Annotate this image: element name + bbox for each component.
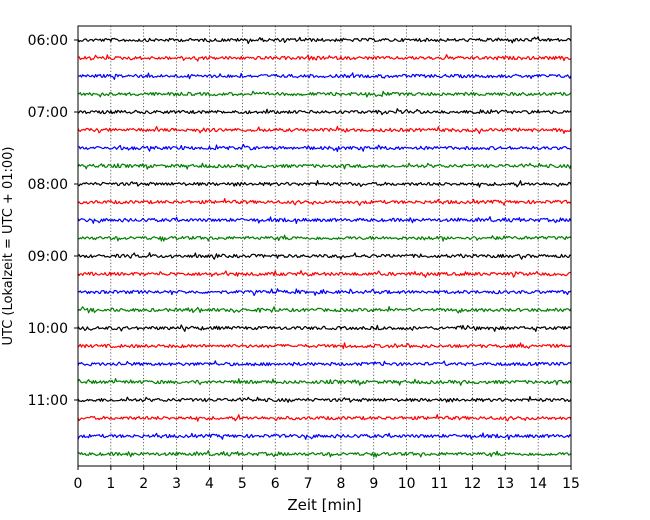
trace-group [77,36,572,458]
x-tick-label: 1 [106,476,115,492]
seismic-trace [78,143,572,153]
x-tick-label: 14 [529,476,547,492]
seismic-trace [77,450,572,458]
seismic-trace [77,198,572,206]
seismic-trace [77,306,572,314]
x-axis-label: Zeit [min] [287,496,361,514]
seismic-trace [77,252,572,260]
x-tick-label: 2 [139,476,148,492]
y-tick-label: 10:00 [28,321,68,337]
x-axis: 0 1 2 3 4 5 6 7 8 9 10 11 12 13 14 15 [74,466,580,492]
y-axis-label: UTC (Lokalzeit = UTC + 01:00) [1,147,16,346]
y-tick-label: 07:00 [28,105,68,121]
x-tick-label: 12 [463,476,481,492]
seismic-trace [77,162,572,170]
y-tick-label: 08:00 [28,177,68,193]
x-tick-label: 15 [562,476,580,492]
seismic-trace [77,125,572,135]
x-tick-label: 3 [172,476,181,492]
x-tick-label: 8 [336,476,345,492]
seismic-trace [77,108,572,116]
x-tick-label: 5 [238,476,247,492]
seismic-trace [77,378,572,386]
x-tick-label: 13 [496,476,514,492]
seismic-trace [77,53,572,62]
y-tick-label: 06:00 [28,33,68,49]
y-tick-label: 11:00 [28,393,68,409]
seismic-trace [77,270,572,278]
seismic-trace [77,180,572,188]
seismic-trace [77,342,572,350]
x-tick-label: 7 [304,476,313,492]
seismic-trace [77,396,572,403]
seismic-trace [77,216,572,224]
x-tick-label: 6 [271,476,280,492]
seismic-trace [77,36,572,45]
seismic-trace [77,360,572,367]
seismic-trace [77,324,572,332]
seismic-trace [77,432,572,440]
x-tick-label: 10 [398,476,416,492]
x-tick-label: 9 [369,476,378,492]
x-tick-label: 11 [431,476,449,492]
y-tick-label: 09:00 [28,249,68,265]
plot-background [78,26,571,466]
seismic-trace [77,288,572,297]
y-axis: 06:00 07:00 08:00 09:00 10:00 11:00 [28,33,78,409]
seismic-trace [77,72,572,81]
seismic-trace [77,234,572,242]
plot-frame [77,25,572,467]
x-tick-label: 4 [205,476,214,492]
seismic-trace [77,90,572,98]
seismic-trace [77,414,572,422]
x-tick-label: 0 [74,476,83,492]
